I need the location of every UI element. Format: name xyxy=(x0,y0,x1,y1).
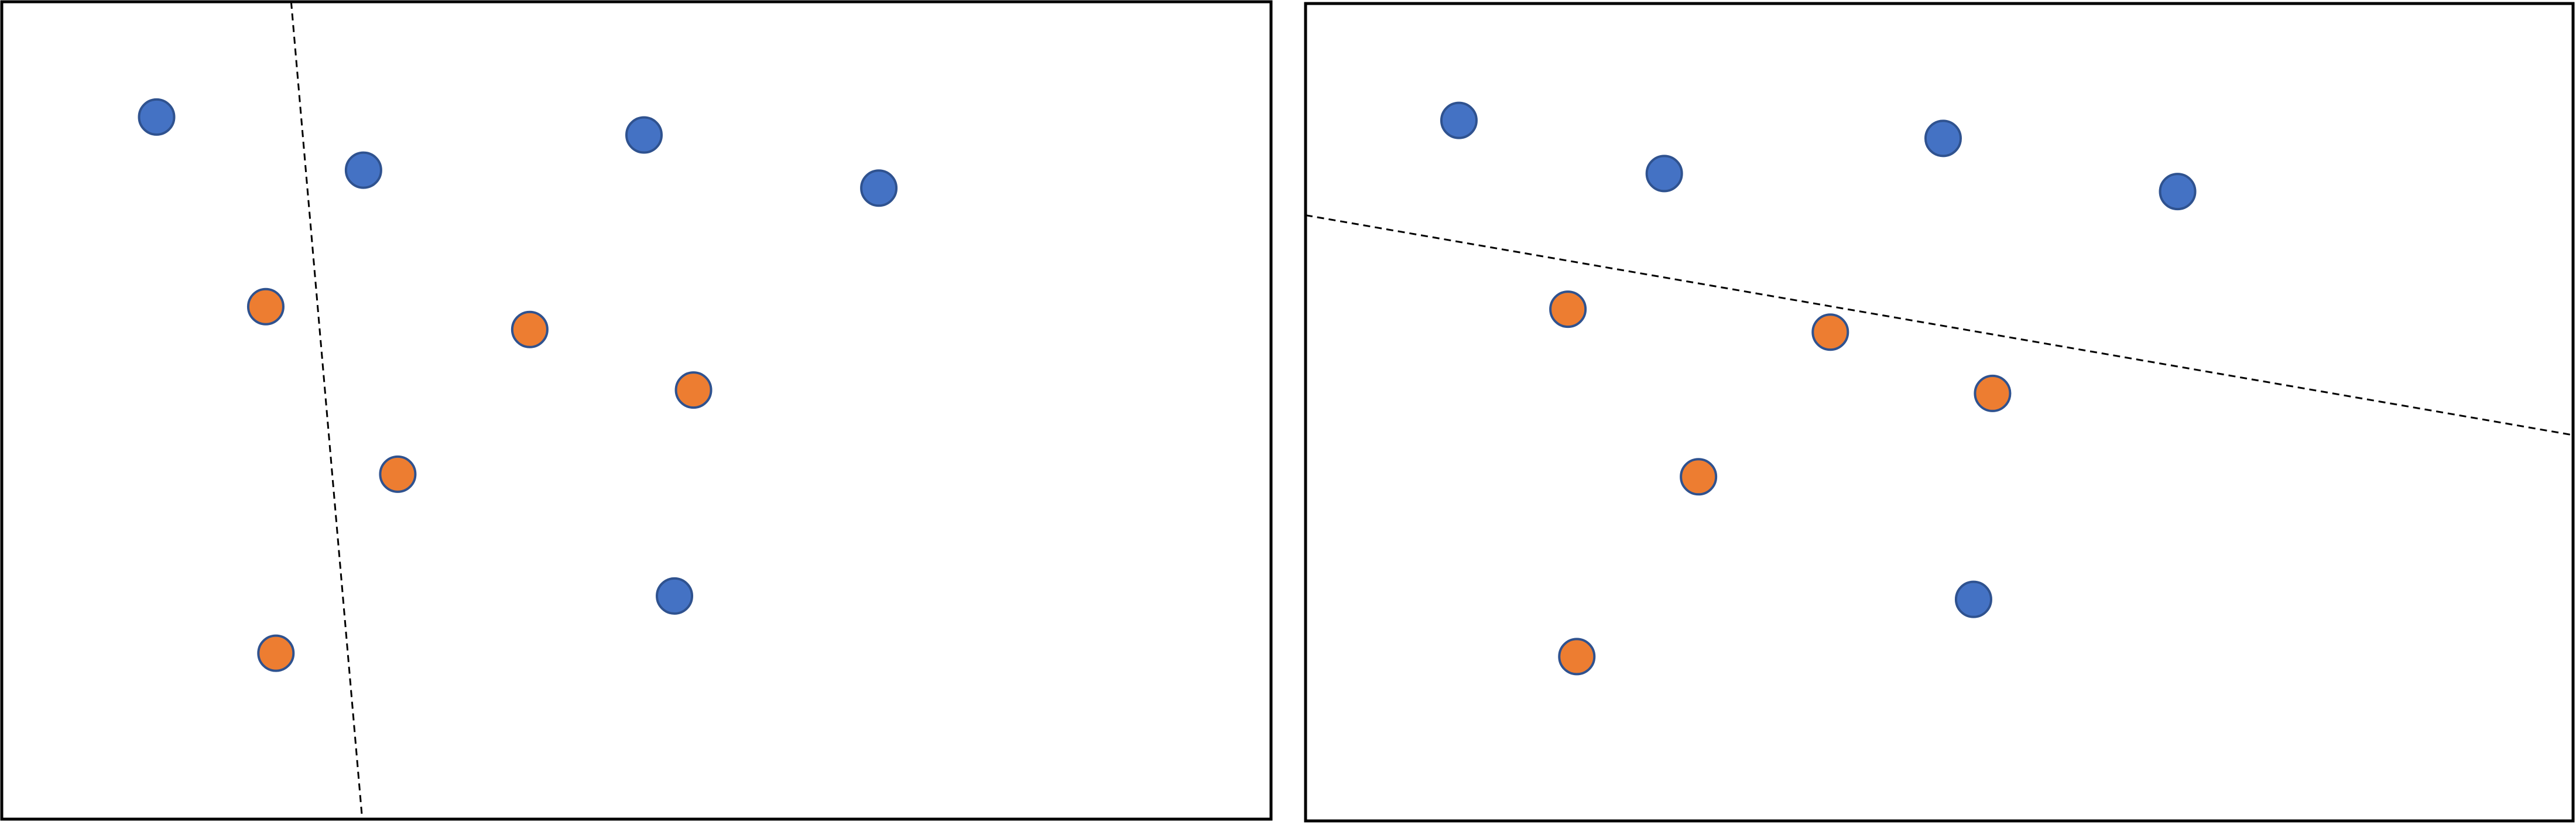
right-panel-point-orange-5 xyxy=(1549,290,1587,328)
left-panel-point-orange-6 xyxy=(511,310,549,348)
left-panel-point-blue-4 xyxy=(860,169,898,207)
left-panel-point-orange-5 xyxy=(246,287,285,326)
right-panel xyxy=(1304,2,2575,823)
left-panel-frame xyxy=(0,0,1273,821)
left-panel-point-orange-8 xyxy=(379,455,417,493)
right-panel-point-blue-1 xyxy=(1440,101,1478,139)
left-panel xyxy=(0,0,1273,821)
left-panel-separator-line xyxy=(290,1,364,820)
left-panel-point-blue-9 xyxy=(656,577,694,615)
right-panel-point-blue-3 xyxy=(1924,119,1962,158)
right-panel-point-blue-9 xyxy=(1954,580,1992,618)
right-panel-point-blue-4 xyxy=(2159,173,2197,211)
right-panel-point-orange-7 xyxy=(1974,374,2012,412)
right-panel-points xyxy=(1440,101,2197,676)
left-panel-point-orange-7 xyxy=(674,371,712,409)
left-panel-point-blue-2 xyxy=(344,151,382,189)
right-panel-point-blue-2 xyxy=(1645,155,1683,193)
left-panel-point-blue-1 xyxy=(138,98,176,136)
right-panel-point-orange-10 xyxy=(1558,638,1596,676)
left-panel-points xyxy=(138,98,898,672)
right-panel-frame xyxy=(1304,2,2575,823)
right-panel-point-orange-8 xyxy=(1680,458,1718,496)
left-panel-point-orange-10 xyxy=(257,634,295,672)
right-panel-separator-line xyxy=(1305,214,2574,436)
right-panel-point-orange-6 xyxy=(1811,313,1849,351)
left-panel-point-blue-3 xyxy=(625,116,663,154)
